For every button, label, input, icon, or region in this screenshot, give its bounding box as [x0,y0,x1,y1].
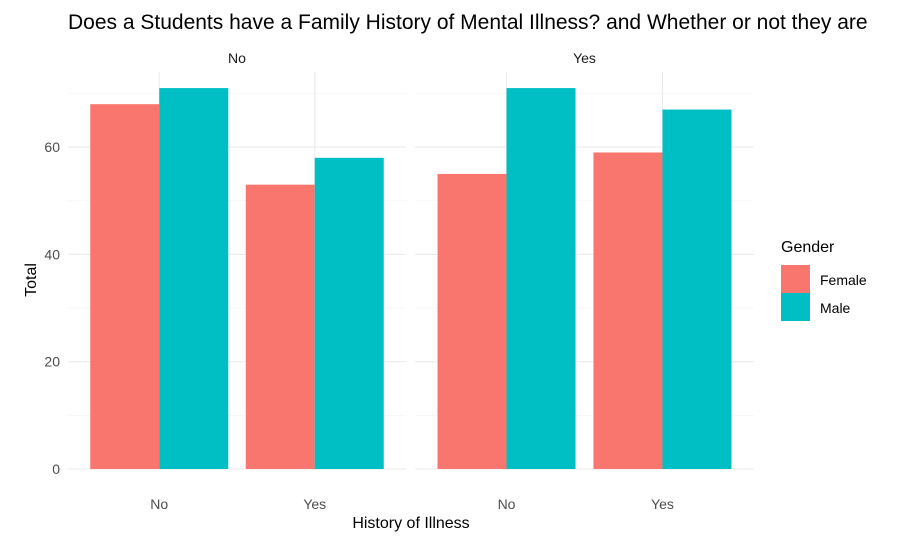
bar-female [245,184,315,469]
facet-panel: Yes No Yes [415,50,754,512]
x-tick-label: No [150,496,168,512]
legend-title: Gender [781,239,835,256]
y-tick-label: 20 [44,354,60,370]
bar-female [437,173,507,469]
bar-male [159,88,229,469]
facet-strip-label: Yes [573,50,596,66]
legend-label-female: Female [820,272,867,288]
facet-panel: No No Yes [68,50,406,512]
x-tick-label: Yes [651,496,674,512]
y-tick-label: 60 [44,139,60,155]
bar-female [90,104,160,470]
y-tick-label: 0 [52,461,60,477]
legend: Gender Female Male [781,239,867,321]
bar-male [506,88,576,469]
legend-key-male [781,293,810,321]
facets: No No Yes Yes No Yes [68,50,754,512]
x-axis-title: History of Illness [352,515,469,532]
legend-label-male: Male [820,300,851,316]
x-tick-label: No [498,496,516,512]
bar-male [314,157,384,470]
x-tick-label: Yes [303,496,326,512]
legend-items: Female Male [781,265,867,321]
y-tick-label: 40 [44,246,60,262]
y-axis-title: Total [23,263,40,297]
y-axis: 0 20 40 60 [44,139,60,477]
chart-title: Does a Students have a Family History of… [68,11,868,34]
legend-key-female [781,265,810,293]
facet-strip-label: No [228,50,246,66]
bar-female [593,152,663,470]
bar-male [662,109,732,470]
